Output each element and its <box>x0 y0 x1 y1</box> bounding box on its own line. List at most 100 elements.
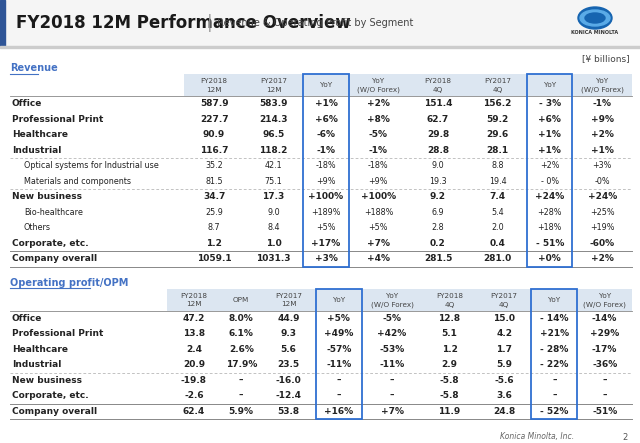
Text: +28%: +28% <box>538 208 562 217</box>
Text: - 3%: - 3% <box>539 99 561 108</box>
Text: +29%: +29% <box>590 329 620 338</box>
Text: 118.2: 118.2 <box>259 146 288 155</box>
Text: +24%: +24% <box>588 192 617 201</box>
Text: –: – <box>552 376 557 385</box>
Text: 9.3: 9.3 <box>280 329 296 338</box>
Text: 12.8: 12.8 <box>438 314 461 323</box>
Text: 8.7: 8.7 <box>208 223 220 232</box>
Text: -1%: -1% <box>317 146 335 155</box>
Text: 2.0: 2.0 <box>491 223 504 232</box>
Text: Professional Print: Professional Print <box>12 329 104 338</box>
Text: FY2017: FY2017 <box>491 292 518 299</box>
Text: 4.2: 4.2 <box>496 329 512 338</box>
Bar <box>531 288 577 311</box>
Bar <box>0 46 640 47</box>
Text: 1.7: 1.7 <box>496 345 512 354</box>
Text: +9%: +9% <box>369 177 388 186</box>
Text: –: – <box>390 391 394 400</box>
Text: +7%: +7% <box>381 407 403 416</box>
Text: 151.4: 151.4 <box>424 99 452 108</box>
Text: 4Q: 4Q <box>444 302 454 307</box>
Text: +7%: +7% <box>367 239 390 248</box>
Text: -16.0: -16.0 <box>276 376 301 385</box>
Text: 62.7: 62.7 <box>427 115 449 124</box>
Text: +6%: +6% <box>538 115 561 124</box>
Text: –: – <box>602 391 607 400</box>
Text: -57%: -57% <box>326 345 351 354</box>
Text: -5.8: -5.8 <box>440 391 460 400</box>
Text: +1%: +1% <box>591 146 614 155</box>
Text: 583.9: 583.9 <box>259 99 288 108</box>
Text: +189%: +189% <box>311 208 340 217</box>
Text: 13.8: 13.8 <box>183 329 205 338</box>
Text: –: – <box>337 376 341 385</box>
Text: 281.5: 281.5 <box>424 254 452 263</box>
Text: +0%: +0% <box>538 254 561 263</box>
Text: 12M: 12M <box>281 302 296 307</box>
Text: 15.0: 15.0 <box>493 314 515 323</box>
Text: 11.9: 11.9 <box>438 407 461 416</box>
Text: 25.9: 25.9 <box>205 208 223 217</box>
Text: (W/O Forex): (W/O Forex) <box>583 301 626 308</box>
Text: 19.4: 19.4 <box>489 177 506 186</box>
Text: 9.0: 9.0 <box>431 161 444 170</box>
Text: +5%: +5% <box>316 223 336 232</box>
Text: 0.4: 0.4 <box>490 239 506 248</box>
Text: +18%: +18% <box>538 223 562 232</box>
Text: +16%: +16% <box>324 407 353 416</box>
Bar <box>0 0 5 46</box>
Text: YoY: YoY <box>386 292 398 299</box>
Text: +8%: +8% <box>367 115 390 124</box>
Text: - 28%: - 28% <box>540 345 568 354</box>
Text: -18%: -18% <box>368 161 388 170</box>
Text: Konica Minolta, Inc.: Konica Minolta, Inc. <box>500 432 574 442</box>
Text: 1.2: 1.2 <box>206 239 222 248</box>
Ellipse shape <box>585 13 605 23</box>
Text: +25%: +25% <box>590 208 614 217</box>
Bar <box>577 288 632 311</box>
Text: 96.5: 96.5 <box>262 130 285 139</box>
Text: 1.2: 1.2 <box>442 345 458 354</box>
Text: +19%: +19% <box>590 223 614 232</box>
Text: 227.7: 227.7 <box>200 115 228 124</box>
Text: YoY: YoY <box>320 82 332 88</box>
Text: +9%: +9% <box>316 177 336 186</box>
Text: +17%: +17% <box>312 239 340 248</box>
Text: 29.8: 29.8 <box>427 130 449 139</box>
Text: +42%: +42% <box>378 329 406 338</box>
Text: - 51%: - 51% <box>536 239 564 248</box>
Text: -5.8: -5.8 <box>440 376 460 385</box>
Text: 4Q: 4Q <box>433 87 443 93</box>
Text: YoY: YoY <box>544 82 556 88</box>
Text: -5.6: -5.6 <box>494 376 514 385</box>
Text: 0.2: 0.2 <box>430 239 446 248</box>
Text: -14%: -14% <box>592 314 618 323</box>
Text: 17.9%: 17.9% <box>225 360 257 369</box>
Text: -0%: -0% <box>595 177 610 186</box>
Text: Healthcare: Healthcare <box>12 345 68 354</box>
Text: 28.1: 28.1 <box>486 146 509 155</box>
Text: 5.4: 5.4 <box>491 208 504 217</box>
Text: Others: Others <box>24 223 51 232</box>
Text: Industrial: Industrial <box>12 146 61 155</box>
Text: +3%: +3% <box>593 161 612 170</box>
Text: 17.3: 17.3 <box>262 192 285 201</box>
Text: FY2017: FY2017 <box>260 78 287 84</box>
Text: 75.1: 75.1 <box>265 177 282 186</box>
Text: Operating profit/OPM: Operating profit/OPM <box>10 277 129 288</box>
Text: FY2018: FY2018 <box>424 78 451 84</box>
Text: –: – <box>552 391 557 400</box>
Text: 2.4: 2.4 <box>186 345 202 354</box>
Text: Optical systems for Industrial use: Optical systems for Industrial use <box>24 161 159 170</box>
Text: 34.7: 34.7 <box>203 192 225 201</box>
Text: +1%: +1% <box>315 99 337 108</box>
Text: 116.7: 116.7 <box>200 146 228 155</box>
Text: 20.9: 20.9 <box>183 360 205 369</box>
Text: 5.9: 5.9 <box>496 360 512 369</box>
Text: -19.8: -19.8 <box>181 376 207 385</box>
Text: 42.1: 42.1 <box>265 161 282 170</box>
Text: 62.4: 62.4 <box>183 407 205 416</box>
Bar <box>422 288 477 311</box>
Text: FY2018: FY2018 <box>200 78 228 84</box>
Text: +100%: +100% <box>361 192 396 201</box>
